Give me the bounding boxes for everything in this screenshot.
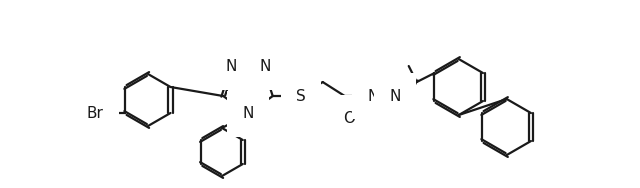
Text: H: H [368, 80, 378, 92]
Text: O: O [343, 111, 355, 126]
Text: N: N [367, 89, 378, 104]
Text: N: N [389, 89, 401, 104]
Text: Br: Br [86, 105, 104, 121]
Text: N: N [260, 59, 271, 74]
Text: S: S [296, 89, 306, 104]
Text: N: N [243, 106, 253, 121]
Text: N: N [225, 59, 236, 74]
